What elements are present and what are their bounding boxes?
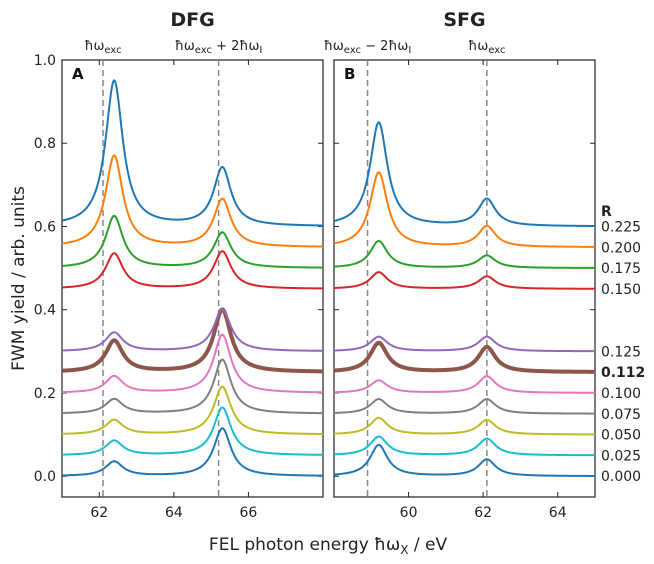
x-tick-label: 64 [549,505,567,521]
series-line-r-0-150 [61,250,324,290]
series-line-r-0-225 [333,121,595,227]
series-line-r-0-000 [333,443,595,477]
x-axis-title: FEL photon energy ħωX / eV [209,535,448,557]
r-value-label: 0.125 [601,344,641,360]
x-tick-label: 66 [240,505,258,521]
series-line-r-0-100 [61,333,324,394]
x-tick-label: 62 [90,505,108,521]
panel-title: DFG [170,9,214,31]
series-line-r-0-175 [333,239,596,269]
series-line-r-0-200 [61,154,324,248]
r-value-label: 0.050 [601,428,641,444]
series-line-r-0-050 [61,385,324,436]
x-tick-label: 60 [400,505,418,521]
series-line-r-0-150 [333,271,595,290]
y-tick-label: 0.6 [34,219,56,235]
line-annotation: ħωexc + 2ħωI [175,39,262,56]
r-value-label: 0.000 [601,469,641,485]
y-tick-label: 0.8 [34,136,56,152]
series-line-r-0-125 [61,308,324,352]
series-line-r-0-000 [61,427,324,477]
r-value-label: 0.150 [601,282,641,298]
series-line-r-0-112 [333,340,596,374]
series-line-r-0-125 [333,335,595,353]
panel-dfg: DFG A 62 64 66 ħωexc ħωexc + 2ħωI [61,9,324,521]
plot-frame [333,59,596,498]
line-annotation: ħωexc [84,39,121,56]
r-header: R [601,204,612,220]
plot-frame [61,59,324,498]
r-value-label: 0.112 [601,365,645,381]
series-line-r-0-025 [333,435,595,457]
r-value-label: 0.075 [601,407,641,423]
x-tick-label: 62 [474,505,492,521]
series-line-r-0-200 [333,171,596,248]
y-tick-label: 0.4 [34,303,56,319]
series-line-r-0-025 [61,406,324,456]
panel-title: SFG [443,9,485,31]
series-line-r-0-075 [333,398,595,415]
series-line-r-0-075 [61,358,324,415]
x-tick-label: 64 [165,505,183,521]
y-tick-label: 0.0 [34,469,56,485]
y-tick-label: 0.2 [34,386,56,402]
panel-sfg: SFG B 60 62 64 ħωexc − 2ħωI ħωexc [324,9,596,521]
r-value-label: 0.100 [601,386,641,402]
r-value-label: 0.025 [601,448,641,464]
series-line-r-0-050 [333,416,595,436]
series-line-r-0-100 [333,375,595,394]
line-annotation: ħωexc − 2ħωI [324,39,411,56]
panel-tag: B [344,65,355,83]
panel-tag: A [72,65,84,83]
line-annotation: ħωexc [468,39,505,56]
r-value-label: 0.225 [601,219,641,235]
r-value-label: 0.200 [601,240,641,256]
series-line-r-0-112 [61,307,324,374]
y-tick-label: 1.0 [34,53,56,69]
r-value-label: 0.175 [601,261,641,277]
series-line-r-0-225 [61,79,324,227]
series-line-r-0-175 [61,214,324,269]
y-axis-title: FWM yield / arb. units [9,186,29,371]
